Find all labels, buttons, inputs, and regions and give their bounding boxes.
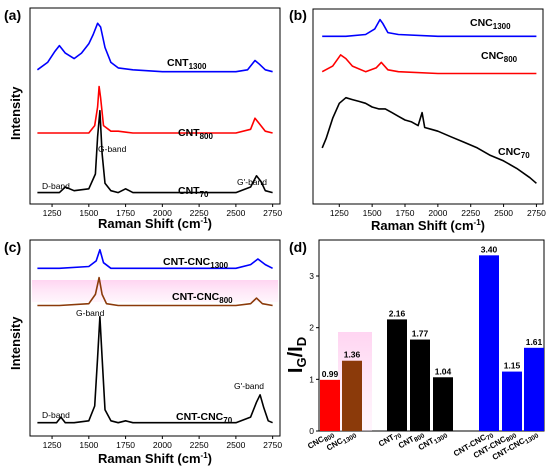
- annotation-gprime-band-a: G'-band: [237, 177, 267, 187]
- panel-b-xlabel: Raman Shift (cm-1): [371, 218, 485, 233]
- panel-b-frame: [312, 8, 544, 205]
- bar-value-label: 1.15: [504, 361, 521, 371]
- series-label-cnc1300: CNC1300: [470, 17, 511, 31]
- bar-value-label: 0.99: [322, 369, 339, 379]
- series-line-cnt-cnc800: [37, 276, 273, 307]
- series-label-cntcnc800: CNT-CNC800: [172, 291, 233, 305]
- panel-c-label: (c): [4, 239, 21, 255]
- series-line-cnt-cnc70: [37, 315, 273, 424]
- series-label-cnt1300: CNT1300: [167, 57, 207, 71]
- panel-d-ylabel: IG/ID: [285, 337, 309, 373]
- bar-cnc1300: [342, 360, 362, 431]
- y-tick-label: 1: [309, 374, 314, 384]
- cnt-cnc800-highlight: [32, 280, 278, 302]
- series-label-cntcnc1300: CNT-CNC1300: [163, 256, 229, 270]
- annotation-gprime-band-c: G'-band: [234, 381, 264, 391]
- series-line-cnt1300: [36, 22, 273, 73]
- bar-value-label: 1.61: [526, 337, 543, 347]
- bar-value-label: 1.36: [344, 350, 361, 360]
- bar-cnt-cnc800: [502, 371, 522, 431]
- x-tick-label: 2000: [428, 208, 447, 218]
- annotation-g-band-c: G-band: [76, 308, 105, 318]
- series-label-cnc800: CNC800: [481, 50, 518, 64]
- panel-a-xlabel: Raman Shift (cm-1): [98, 216, 212, 231]
- bar-cnt70: [387, 319, 407, 431]
- series-line-cnc800: [321, 54, 537, 75]
- bar-value-label: 2.16: [389, 308, 406, 318]
- series-line-cnt70: [37, 109, 273, 194]
- x-tick-label: 2250: [190, 208, 209, 218]
- series-label-cnt800: CNT800: [178, 127, 213, 141]
- annotation-d-band-c: D-band: [42, 410, 70, 420]
- panel-b-label: (b): [289, 7, 307, 23]
- panel-a-frame: [29, 7, 281, 205]
- annotation-d-band-a: D-band: [42, 181, 70, 191]
- bar-value-label: 1.04: [435, 366, 452, 376]
- bar-cnt-cnc70: [479, 255, 499, 431]
- x-tick-label: 1500: [79, 440, 98, 450]
- panel-c-series: [37, 248, 273, 424]
- panel-d-frame: [318, 239, 545, 432]
- panel-a-label: (a): [4, 7, 21, 23]
- panel-a-series: [36, 22, 273, 194]
- x-tick-label: 2750: [263, 208, 282, 218]
- series-line-cnt-cnc1300: [37, 248, 273, 270]
- panel-c-xlabel: Raman Shift (cm-1): [98, 451, 212, 466]
- y-tick-label: 2: [309, 323, 314, 333]
- x-tick-label: 1250: [330, 208, 349, 218]
- x-tick-label: 2000: [153, 208, 172, 218]
- x-tick-label: 1500: [363, 208, 382, 218]
- panel-a: (a) Intensity 1250 1500 1750 2000 2250 2500 27…: [4, 7, 282, 231]
- x-tick-label: 1250: [43, 208, 62, 218]
- x-tick-label: 1250: [43, 440, 62, 450]
- x-tick-label: 1750: [396, 208, 415, 218]
- bar-cnt800: [410, 339, 430, 431]
- panel-c: (c) Intensity 1250 1500 1750 2000 2250 2500 27…: [4, 239, 282, 466]
- series-line-cnc70: [321, 96, 537, 184]
- panel-d-label: (d): [289, 239, 307, 255]
- panel-b-series: [321, 18, 537, 184]
- bar-cnt-cnc1300: [524, 347, 544, 431]
- x-tick-label: 2750: [527, 208, 546, 218]
- y-tick-label: 3: [309, 271, 314, 281]
- x-tick-label: 2500: [494, 208, 513, 218]
- annotation-g-band-a: G-band: [98, 144, 127, 154]
- bar-cnt1300: [433, 377, 453, 431]
- series-label-cntcnc70: CNT-CNC70: [176, 411, 233, 425]
- series-label-cnc70: CNC70: [498, 146, 530, 160]
- x-tick-label: 2500: [226, 440, 245, 450]
- x-tick-label: 2250: [461, 208, 480, 218]
- x-tick-label: 1750: [116, 208, 135, 218]
- bar-value-label: 3.40: [481, 244, 498, 254]
- panel-b-xticks: 1250 1500 1750 2000 2250 2500 2750: [330, 204, 546, 218]
- y-tick-label: 0: [309, 426, 314, 436]
- panel-c-xticks: 1250 1500 1750 2000 2250 2500 2750: [43, 436, 282, 450]
- panel-d-yticks: 0 1 2 3: [309, 271, 319, 436]
- panel-c-ylabel: Intensity: [8, 316, 23, 370]
- x-tick-label: 2750: [263, 440, 282, 450]
- x-tick-label: 2000: [153, 440, 172, 450]
- series-line-cnc1300: [322, 18, 537, 38]
- series-line-cnt800: [37, 85, 273, 134]
- x-tick-label: 1500: [79, 208, 98, 218]
- panel-a-xticks: 1250 1500 1750 2000 2250 2500 2750: [43, 204, 282, 218]
- x-tick-label: 1750: [116, 440, 135, 450]
- panel-c-frame: [29, 239, 281, 437]
- bar-category-label: CNC1300: [325, 429, 358, 455]
- x-tick-label: 2500: [226, 208, 245, 218]
- panel-a-ylabel: Intensity: [8, 86, 23, 140]
- bar-cnc800: [320, 379, 340, 431]
- series-label-cnt70: CNT70: [178, 185, 209, 199]
- panel-b: (b) 1250 1500 1750 2000 2250 2500 2750 Raman S…: [289, 7, 546, 233]
- bar-value-label: 1.77: [412, 329, 429, 339]
- x-tick-label: 2250: [190, 440, 209, 450]
